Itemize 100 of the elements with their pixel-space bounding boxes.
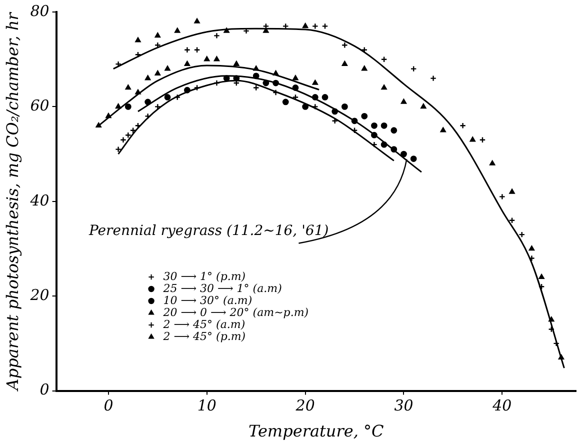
point	[538, 283, 545, 290]
point	[164, 94, 171, 100]
point	[194, 46, 200, 54]
point	[312, 23, 318, 30]
y-tick-label: 20	[29, 286, 50, 304]
point	[410, 66, 417, 72]
point	[460, 122, 466, 129]
point	[125, 84, 131, 90]
point	[234, 60, 240, 66]
point	[282, 98, 289, 106]
point	[253, 66, 259, 71]
point	[135, 89, 141, 94]
point	[528, 246, 535, 251]
point	[144, 98, 152, 106]
point	[361, 112, 368, 120]
point	[400, 98, 407, 104]
point	[371, 141, 378, 148]
point	[390, 127, 398, 134]
point	[371, 122, 378, 129]
point	[528, 255, 535, 262]
point	[400, 150, 407, 158]
point	[130, 127, 136, 134]
point	[164, 66, 170, 71]
point	[120, 136, 126, 144]
point	[252, 84, 260, 91]
point	[489, 160, 496, 166]
x-tick-label: 0	[104, 396, 114, 415]
point	[312, 94, 318, 100]
x-tick-label: 20	[294, 396, 316, 415]
point	[194, 18, 200, 24]
y-tick-label: 40	[29, 191, 50, 210]
point	[194, 84, 200, 91]
point	[272, 89, 279, 96]
point	[184, 60, 190, 66]
point	[351, 127, 358, 134]
legend-label: 20 ⟶ 0 ⟶ 20° (am~p.m)	[162, 306, 309, 319]
point	[144, 75, 151, 80]
point	[508, 217, 516, 224]
point	[470, 136, 476, 142]
point	[184, 46, 190, 54]
x-tick-label: 40	[492, 396, 512, 415]
point	[223, 75, 230, 82]
point	[312, 104, 318, 110]
annotation: Perennial ryegrass (11.2~16, '61)	[88, 222, 329, 239]
point	[204, 56, 210, 62]
point	[380, 141, 388, 148]
point	[96, 122, 102, 128]
point	[312, 80, 318, 85]
point	[479, 136, 486, 144]
point	[174, 94, 181, 100]
point	[440, 127, 446, 132]
point	[380, 122, 388, 129]
legend-label: 25 ⟶ 30 ⟶ 1° (a.m)	[162, 282, 282, 295]
point	[124, 104, 132, 110]
point	[381, 84, 387, 90]
point	[154, 104, 161, 110]
point	[174, 28, 180, 33]
point	[548, 326, 555, 332]
legend-label: 2 ⟶ 45° (a.m)	[162, 318, 246, 331]
point	[224, 28, 230, 33]
point	[302, 104, 309, 110]
point	[134, 51, 142, 58]
point	[292, 84, 299, 91]
y-axis-title: Apparent photosynthesis, mg CO₂/chamber, hr	[2, 11, 22, 392]
point	[322, 23, 328, 30]
point	[332, 108, 338, 115]
point	[380, 56, 388, 63]
point	[144, 112, 152, 120]
y-tick-label: 0	[40, 380, 50, 399]
x-tick-label: 10	[197, 396, 217, 415]
point	[538, 274, 544, 280]
point	[184, 86, 190, 94]
point	[509, 188, 515, 194]
point	[351, 118, 358, 124]
point	[214, 56, 220, 62]
point	[252, 72, 260, 80]
legend-label: 30 ⟶ 1° (p.m)	[163, 270, 246, 283]
point	[371, 132, 378, 138]
point	[134, 122, 142, 129]
point	[548, 316, 554, 322]
legend-label: 10 ⟶ 30° (a.m)	[163, 294, 252, 307]
point	[390, 146, 398, 153]
point	[342, 60, 348, 66]
point	[106, 112, 112, 118]
y-tick-label: 80	[30, 2, 50, 20]
point	[154, 32, 161, 38]
point	[341, 42, 348, 48]
x-axis-title: Temperature, °C	[248, 422, 384, 441]
point	[272, 70, 279, 76]
y-tick-label: 60	[30, 96, 50, 115]
point	[154, 70, 161, 76]
legend-label: 2 ⟶ 45° (p.m)	[162, 330, 246, 343]
point	[518, 231, 526, 238]
point	[553, 340, 560, 347]
point	[410, 156, 417, 162]
point	[498, 193, 506, 200]
point	[214, 32, 220, 39]
point	[233, 75, 240, 82]
point	[332, 118, 338, 124]
point	[214, 80, 220, 86]
